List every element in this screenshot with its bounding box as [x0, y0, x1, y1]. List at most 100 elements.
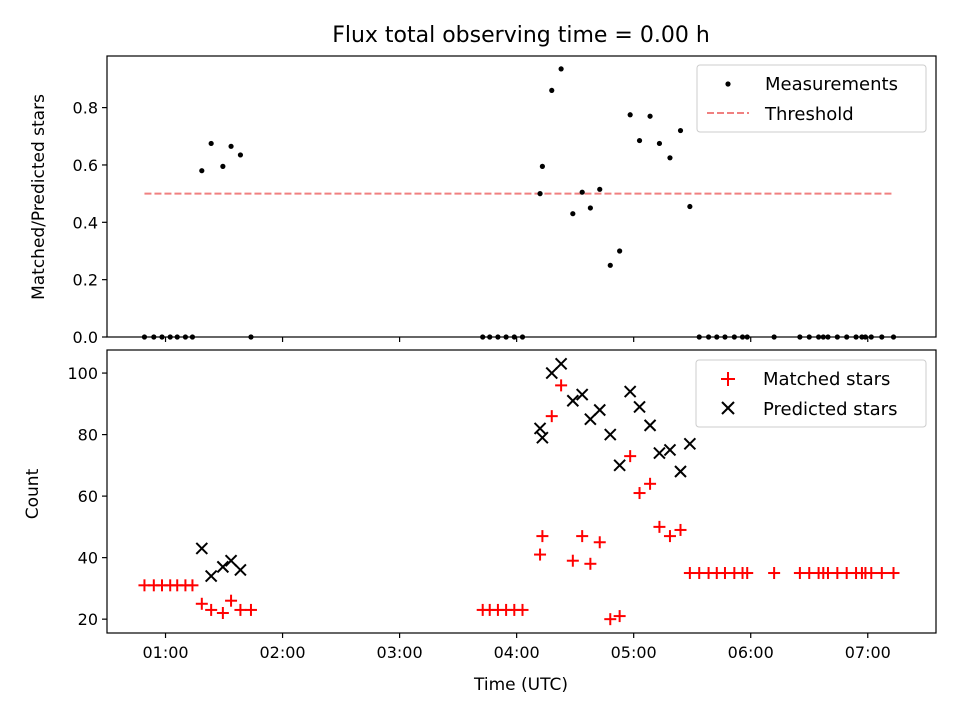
predicted-star-marker	[683, 437, 697, 451]
measurement-point	[597, 186, 603, 192]
legend-measurements-label: Measurements	[765, 74, 898, 95]
x-tick-label: 07:00	[845, 643, 891, 662]
predicted-star-marker	[536, 431, 549, 444]
y-tick-label: 0.4	[73, 213, 98, 232]
y-tick-label: 0.8	[73, 99, 98, 118]
measurement-point	[677, 127, 684, 134]
measurement-point	[199, 168, 205, 174]
measurement-point	[558, 66, 564, 72]
predicted-star-marker	[545, 366, 558, 380]
matched-star-marker	[516, 603, 529, 616]
measurement-point	[579, 189, 585, 195]
predicted-star-marker	[593, 403, 606, 417]
matched-star-marker	[768, 567, 781, 580]
measurement-point	[228, 143, 234, 149]
matched-star-marker	[234, 603, 247, 616]
measurement-point	[220, 163, 226, 169]
plot-area-1	[138, 357, 900, 626]
matched-star-marker	[741, 567, 754, 580]
y-tick-label: 60	[78, 487, 98, 506]
axes-frame-0	[106, 55, 937, 338]
predicted-star-marker	[643, 419, 657, 432]
measurement-point	[237, 152, 244, 158]
matched-star-marker	[653, 520, 666, 533]
predicted-star-marker	[623, 385, 637, 398]
bottom-ylabel: Count	[23, 468, 43, 519]
measurement-point	[667, 155, 673, 161]
predicted-star-marker	[674, 465, 687, 478]
y-tick-label: 0.6	[73, 156, 98, 175]
matched-star-marker	[186, 579, 199, 592]
legend-measurements-marker	[725, 81, 731, 87]
measurement-point	[636, 137, 643, 144]
top-panel: 0.0 0.2 0.4 0.6 0.8	[73, 55, 937, 347]
predicted-star-marker	[663, 443, 677, 457]
predicted-star-marker	[533, 422, 547, 435]
matched-star-marker	[216, 607, 229, 620]
matched-star-marker	[576, 530, 589, 543]
predicted-star-marker	[653, 446, 666, 460]
top-ylabel: Matched/Predicted stars	[29, 94, 49, 300]
x-tick-label: 05:00	[611, 643, 657, 662]
axes-frame-1	[106, 349, 937, 634]
matched-star-marker	[534, 548, 547, 561]
y-tick-label: 100	[67, 364, 98, 383]
legend-threshold-label: Threshold	[764, 104, 854, 125]
x-tick-label: 03:00	[377, 643, 423, 662]
matched-star-marker	[674, 523, 687, 536]
predicted-star-marker	[613, 459, 626, 472]
matched-star-marker	[225, 594, 238, 607]
matched-star-marker	[865, 567, 878, 580]
y-tick-label: 80	[78, 426, 98, 445]
predicted-star-marker	[584, 413, 597, 426]
legend-predicted-marker	[721, 401, 735, 415]
legend-matched-label: Matched stars	[763, 369, 890, 390]
chart-title: Flux total observing time = 0.00 h	[332, 23, 710, 48]
matched-star-marker	[624, 450, 637, 463]
matched-star-marker	[545, 410, 558, 423]
predicted-star-marker	[633, 400, 646, 414]
matched-star-marker	[584, 557, 597, 570]
measurement-point	[570, 211, 576, 217]
matched-star-marker	[613, 610, 626, 623]
matched-star-marker	[205, 603, 218, 616]
measurement-point	[549, 87, 555, 94]
matched-star-marker	[663, 530, 676, 543]
matched-star-marker	[633, 487, 646, 500]
measurement-point	[607, 262, 613, 268]
x-tick-label: 04:00	[494, 643, 540, 662]
predicted-star-marker	[204, 569, 218, 583]
matched-star-marker	[593, 536, 606, 549]
legend-bottom: Matched stars Predicted stars	[695, 359, 927, 428]
measurement-point	[617, 248, 623, 254]
predicted-star-marker	[554, 357, 568, 371]
measurement-point	[539, 163, 545, 169]
predicted-star-marker	[566, 394, 580, 407]
legend-top: Measurements Threshold	[696, 64, 927, 133]
measurement-point	[208, 140, 214, 147]
matched-star-marker	[875, 567, 888, 580]
measurement-point	[656, 140, 663, 147]
matched-star-marker	[536, 530, 549, 543]
legend-bottom-frame	[695, 359, 927, 428]
predicted-star-marker	[195, 542, 209, 555]
predicted-star-marker	[604, 428, 617, 441]
measurement-point	[537, 191, 543, 197]
legend-matched-marker	[721, 372, 735, 386]
bottom-xlabel: Time (UTC)	[473, 675, 568, 695]
matched-star-marker	[644, 477, 657, 490]
legend-top-frame	[696, 64, 927, 133]
matched-star-marker	[566, 554, 579, 567]
matched-star-marker	[195, 597, 208, 610]
predicted-star-marker	[216, 560, 230, 574]
x-tick-label: 01:00	[142, 643, 188, 662]
matched-star-marker	[604, 613, 617, 626]
y-tick-label: 0.2	[73, 271, 98, 290]
matched-star-marker	[244, 603, 257, 616]
matched-star-marker	[887, 567, 900, 580]
y-tick-label: 0.0	[73, 328, 98, 347]
measurement-point	[647, 113, 653, 119]
predicted-star-marker	[575, 388, 589, 401]
bottom-panel: 01:00 02:00 03:00 04:00 05:00 06:00 07:00 20 40 6…	[67, 349, 937, 662]
y-tick-label: 40	[78, 549, 98, 568]
